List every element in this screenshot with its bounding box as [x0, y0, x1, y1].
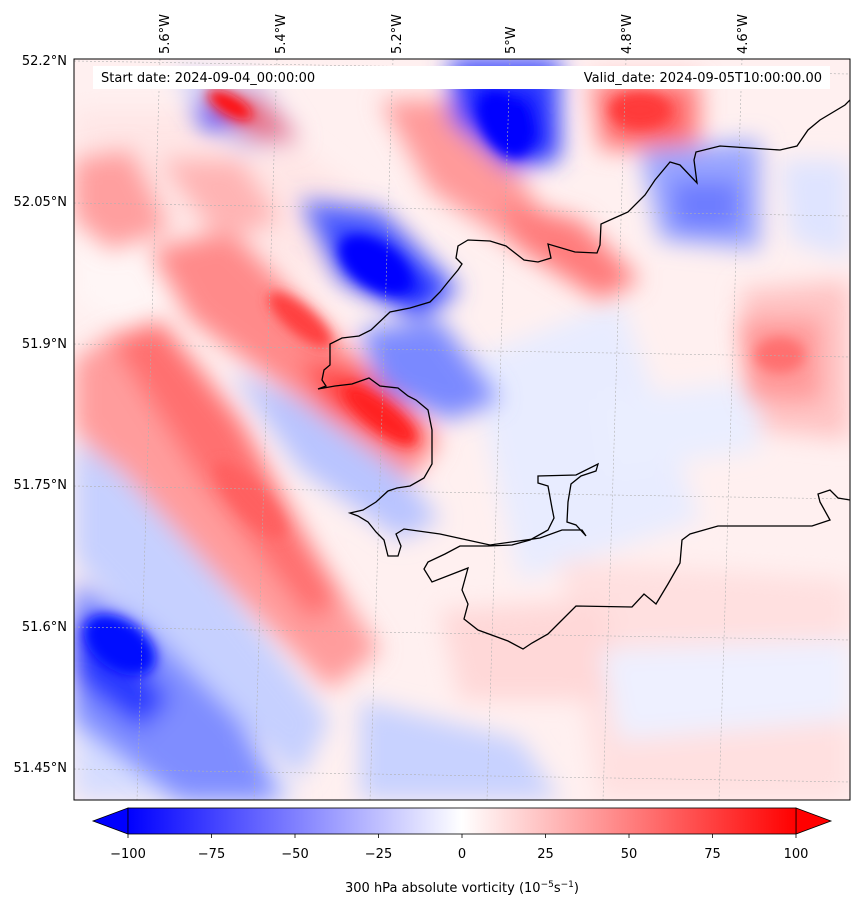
lat-label-52-2n: 52.2°N: [22, 54, 67, 69]
vorticity-field-peaks: [84, 89, 805, 676]
colorbar-tick-label: 0: [458, 847, 466, 862]
colorbar-ticks: [127, 834, 797, 838]
lat-label-52-05n: 52.05°N: [14, 195, 67, 210]
lat-labels: 52.2°N 52.05°N 51.9°N 51.75°N 51.6°N 51.…: [14, 54, 67, 776]
lat-label-51-75n: 51.75°N: [14, 478, 67, 493]
colorbar-tick-label: 50: [621, 847, 638, 862]
lon-label-5w: 5°W: [504, 26, 519, 54]
start-date-label: Start date: 2024-09-04_00:00:00: [101, 71, 315, 86]
colorbar-tick-label: −50: [281, 847, 308, 862]
colorbar-tick-label: −75: [198, 847, 225, 862]
colorbar-tick-labels: −100 −75 −50 −25 0 25 50 75 100: [110, 847, 808, 862]
header-box: [93, 66, 830, 89]
lat-label-51-6n: 51.6°N: [22, 620, 67, 635]
map-frame: [73, 58, 851, 801]
valid-date-label: Valid_date: 2024-09-05T10:00:00.00: [584, 71, 822, 86]
colorbar-tick-label: −100: [110, 847, 146, 862]
lat-label-51-45n: 51.45°N: [14, 761, 67, 776]
lat-label-51-9n: 51.9°N: [22, 337, 67, 352]
lon-label-5-2w: 5.2°W: [390, 14, 405, 54]
coastline: [317, 99, 850, 650]
colorbar-tick-label: 100: [784, 847, 809, 862]
colorbar-tick-label: −25: [365, 847, 392, 862]
colorbar-tick-label: 25: [537, 847, 554, 862]
lon-label-5-6w: 5.6°W: [158, 14, 173, 54]
colorbar: −100 −75 −50 −25 0 25 50 75 100 300 hPa …: [91, 807, 833, 896]
lon-label-4-6w: 4.6°W: [736, 14, 751, 54]
vorticity-field-broad: [74, 110, 850, 800]
colorbar-gradient: [127, 807, 797, 835]
colorbar-tick-label: 75: [704, 847, 721, 862]
lon-label-4-8w: 4.8°W: [620, 14, 635, 54]
colorbar-min-extend: [91, 807, 129, 835]
vorticity-map: Start date: 2024-09-04_00:00:00 Valid_da…: [74, 59, 850, 800]
colorbar-max-extend: [795, 807, 833, 835]
lon-label-5-4w: 5.4°W: [274, 14, 289, 54]
colorbar-label: 300 hPa absolute vorticity (10−5s−1): [345, 880, 579, 896]
lon-labels: 5.6°W 5.4°W 5.2°W 5°W 4.8°W 4.6°W: [158, 14, 751, 54]
